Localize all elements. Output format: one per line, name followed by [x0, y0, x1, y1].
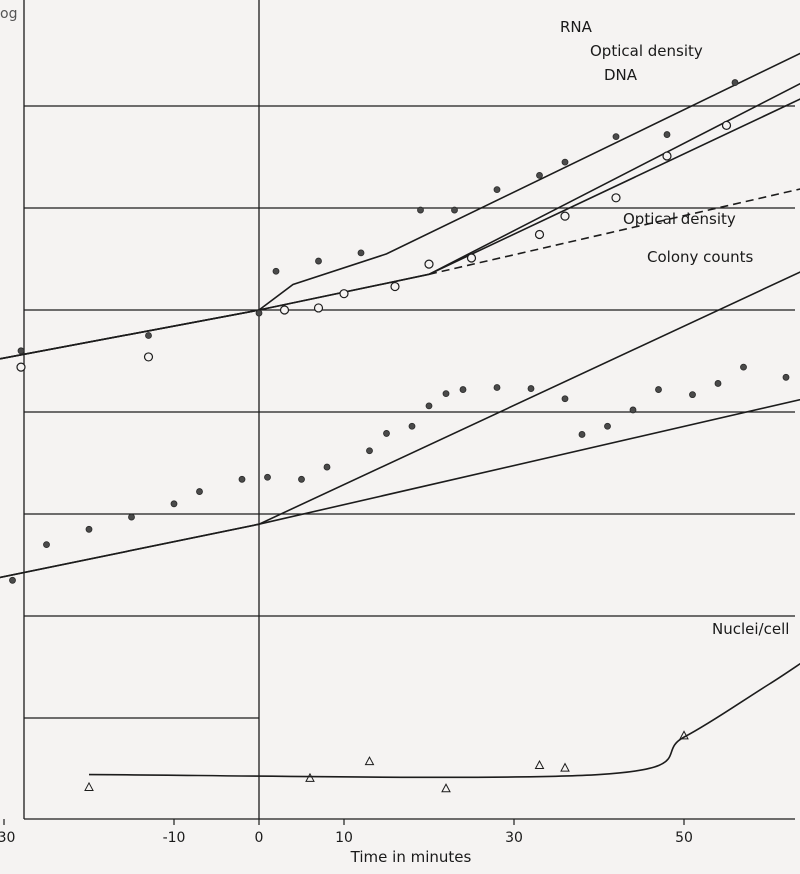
filled-point: [145, 332, 152, 339]
x-tick-label: -10: [163, 830, 186, 846]
filled-point: [629, 406, 637, 414]
label-dna: DNA: [604, 66, 638, 84]
filled-point: [417, 206, 424, 214]
filled-point: [561, 158, 569, 166]
open-point: [466, 253, 477, 263]
nuclei-cell-line: [88, 662, 800, 779]
x-tick-label: 30: [505, 830, 523, 846]
filled-point: [43, 541, 50, 548]
x-tick-label: 10: [335, 830, 353, 846]
filled-point: [655, 386, 662, 393]
colony-counts-line: [0, 398, 800, 579]
triangle-point: [534, 759, 545, 770]
open-point: [143, 352, 154, 362]
filled-point: [366, 447, 373, 455]
open-point: [534, 229, 545, 240]
label-rna: RNA: [560, 18, 593, 36]
filled-point: [255, 309, 263, 317]
filled-point: [298, 475, 305, 483]
label-nuclei-per-cell: Nuclei/cell: [712, 620, 789, 638]
filled-point: [383, 430, 390, 437]
filled-point: [9, 576, 16, 584]
filled-point: [561, 395, 569, 403]
open-point: [424, 259, 434, 269]
filled-point: [731, 79, 739, 86]
open-point: [279, 305, 290, 315]
filled-point: [493, 186, 501, 194]
filled-point: [442, 390, 450, 398]
filled-point: [663, 131, 671, 138]
annotation-labels: RNA Optical density DNA Optical density …: [560, 18, 789, 638]
open-point: [313, 303, 324, 313]
data-points: [9, 79, 790, 793]
filled-point: [323, 463, 331, 471]
filled-point: [536, 171, 543, 179]
filled-point: [451, 206, 458, 214]
filled-point: [196, 488, 203, 495]
filled-point: [740, 363, 747, 371]
axes: [3, 0, 795, 825]
filled-point: [782, 373, 790, 381]
filled-point: [357, 249, 365, 257]
filled-point: [238, 475, 246, 483]
triangle-point: [441, 783, 451, 793]
triangle-point: [679, 730, 689, 740]
filled-point: [578, 431, 586, 438]
filled-point: [689, 391, 696, 399]
x-tick-label: -30: [0, 830, 15, 846]
filled-point: [493, 384, 501, 391]
optical-density-line: [0, 271, 800, 579]
label-optical-density-lower: Optical density: [623, 210, 736, 228]
filled-point: [527, 385, 535, 392]
filled-point: [85, 525, 93, 533]
open-point: [721, 120, 732, 130]
filled-point: [272, 267, 280, 275]
filled-point: [170, 500, 178, 508]
triangle-point: [305, 772, 315, 782]
extrapolation-line: [428, 188, 800, 276]
filled-point: [128, 513, 135, 521]
filled-point: [459, 386, 467, 393]
filled-point: [612, 133, 620, 141]
filled-point: [425, 402, 433, 410]
x-tick-label: 0: [255, 830, 264, 846]
open-point: [390, 281, 400, 292]
filled-point: [408, 422, 416, 430]
gridlines: [24, 105, 795, 719]
triangle-point: [560, 762, 570, 772]
filled-point: [604, 422, 611, 430]
triangle-point: [84, 781, 94, 791]
label-colony-counts: Colony counts: [647, 248, 753, 266]
open-point: [16, 362, 26, 372]
open-point: [339, 289, 349, 299]
label-optical-density-upper: Optical density: [590, 42, 703, 60]
data-lines: [0, 52, 800, 779]
filled-point: [714, 380, 722, 387]
x-tick-label: 50: [675, 830, 693, 846]
x-axis-label: Time in minutes: [350, 848, 472, 866]
open-point: [611, 193, 621, 203]
open-point: [560, 211, 570, 221]
triangle-point: [364, 756, 375, 766]
corner-fragment: og: [0, 6, 17, 22]
open-point: [662, 151, 672, 161]
x-tick-labels: - 50-30-1001030507090110130150: [0, 830, 693, 846]
filled-point: [17, 347, 25, 355]
filled-point: [315, 257, 322, 265]
filled-point: [264, 473, 271, 481]
